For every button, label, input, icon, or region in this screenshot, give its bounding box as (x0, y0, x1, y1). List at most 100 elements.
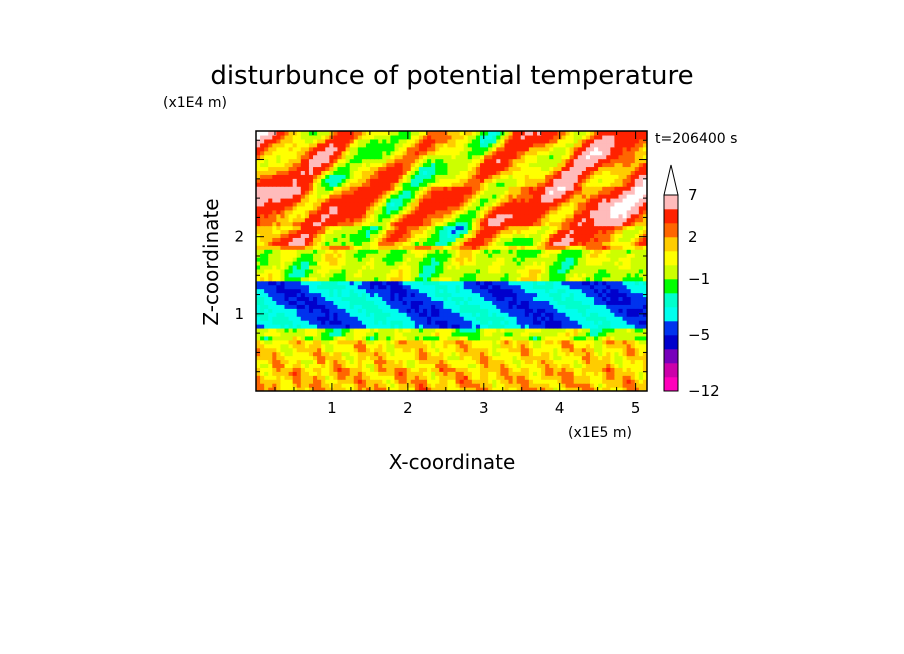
heatmap-cell (365, 363, 371, 368)
heatmap-cell (276, 343, 282, 349)
heatmap-cell (451, 383, 457, 388)
heatmap-cell (353, 347, 359, 353)
heatmap-cell (341, 379, 347, 384)
heatmap-cell (398, 387, 404, 391)
heatmap-cell (565, 245, 571, 250)
heatmap-cell (504, 292, 510, 298)
heatmap-cell (418, 296, 424, 301)
heatmap-cell (382, 324, 387, 329)
heatmap-cell (333, 383, 339, 388)
heatmap-cell (549, 272, 554, 278)
heatmap-cell (467, 316, 473, 321)
heatmap-cell (427, 229, 432, 235)
heatmap-cell (549, 233, 554, 238)
heatmap-cell (626, 367, 632, 372)
heatmap-cell (345, 355, 351, 361)
heatmap-cell (337, 371, 343, 376)
heatmap-cell (504, 237, 510, 242)
heatmap-cell (325, 367, 330, 372)
heatmap-cell (553, 351, 558, 357)
heatmap-cell (557, 229, 563, 235)
heatmap-cell (524, 221, 530, 227)
heatmap-cell (602, 288, 607, 294)
heatmap-cell (614, 288, 620, 294)
heatmap-cell (386, 335, 391, 341)
heatmap-cell (260, 197, 265, 203)
heatmap-cell (325, 331, 330, 337)
heatmap-cell (431, 261, 436, 266)
heatmap-cell (264, 276, 269, 282)
heatmap-cell (500, 261, 506, 266)
heatmap-cell (447, 355, 453, 361)
heatmap-cell (386, 280, 391, 286)
heatmap-cell (313, 343, 318, 349)
heatmap-cell (634, 379, 640, 384)
heatmap-cell (341, 280, 347, 286)
heatmap-cell (390, 272, 396, 278)
heatmap-cell (532, 304, 538, 309)
heatmap-cell (317, 186, 322, 191)
heatmap-cell (594, 343, 599, 349)
heatmap-cell (325, 233, 330, 238)
heatmap-cell (598, 280, 603, 286)
heatmap-cell (268, 229, 273, 235)
heatmap-cell (598, 217, 603, 223)
heatmap-cell (370, 261, 375, 266)
heatmap-cell (390, 213, 396, 219)
heatmap-cell (463, 375, 469, 380)
heatmap-cell (313, 201, 318, 207)
heatmap-cell (418, 371, 424, 376)
heatmap-cell (598, 351, 603, 357)
heatmap-cell (300, 268, 306, 274)
heatmap-cell (439, 221, 444, 227)
heatmap-cell (455, 383, 461, 388)
heatmap-cell (634, 300, 640, 305)
heatmap-cell (528, 241, 534, 246)
heatmap-cell (589, 375, 595, 380)
heatmap-cell (256, 347, 261, 353)
heatmap-cell (410, 276, 416, 282)
heatmap-cell (585, 292, 591, 298)
heatmap-cell (325, 201, 330, 207)
heatmap-cell (528, 375, 534, 380)
heatmap-cell (626, 249, 632, 254)
heatmap-cell (435, 237, 440, 242)
heatmap-cell (349, 201, 355, 207)
heatmap-cell (524, 205, 530, 211)
heatmap-cell (345, 343, 351, 349)
heatmap-cell (378, 268, 383, 274)
heatmap-cell (292, 249, 298, 254)
heatmap-cell (549, 205, 554, 211)
heatmap-cell (553, 371, 558, 376)
heatmap-cell (414, 335, 420, 341)
heatmap-cell (642, 304, 647, 309)
heatmap-cell (365, 331, 371, 337)
heatmap-cell (280, 347, 286, 353)
heatmap-cell (475, 233, 481, 238)
heatmap-cell (549, 186, 554, 191)
heatmap-cell (589, 308, 595, 313)
heatmap-cell (553, 359, 558, 365)
heatmap-cell (561, 268, 567, 274)
heatmap-cell (325, 387, 330, 391)
heatmap-cell (467, 229, 473, 235)
heatmap-cell (528, 288, 534, 294)
heatmap-cell (337, 375, 343, 380)
heatmap-cell (431, 324, 436, 329)
heatmap-cell (333, 304, 339, 309)
heatmap-cell (638, 253, 644, 258)
heatmap-cell (463, 217, 469, 223)
heatmap-cell (520, 379, 526, 384)
heatmap-cell (394, 249, 400, 254)
heatmap-cell (602, 221, 607, 227)
heatmap-cell (606, 296, 611, 301)
heatmap-cell (394, 221, 400, 227)
heatmap-cell (577, 225, 583, 231)
heatmap-cell (561, 308, 567, 313)
heatmap-cell (451, 367, 457, 372)
heatmap-cell (573, 276, 579, 282)
heatmap-cell (512, 194, 518, 199)
heatmap-cell (260, 300, 265, 305)
heatmap-cell (581, 284, 587, 290)
heatmap-cell (276, 272, 282, 278)
